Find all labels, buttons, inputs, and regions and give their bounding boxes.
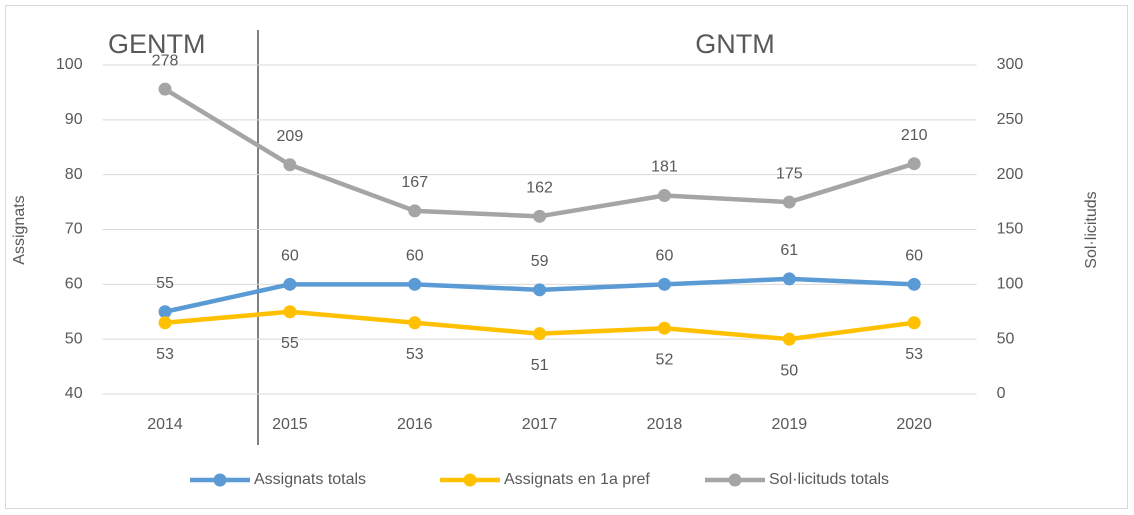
data-label: 52 (656, 351, 674, 368)
data-label: 61 (780, 242, 798, 259)
y2-tick-label: 0 (997, 385, 1006, 402)
data-point (533, 209, 547, 223)
x-tick-label: 2015 (272, 416, 308, 433)
data-label: 60 (406, 248, 424, 265)
data-label: 50 (780, 362, 798, 379)
data-label: 209 (277, 128, 304, 145)
data-label: 162 (526, 180, 553, 197)
y-tick-label: 90 (65, 111, 83, 128)
data-point (782, 195, 796, 209)
x-tick-label: 2016 (397, 416, 433, 433)
data-point (283, 158, 297, 172)
y2-tick-label: 250 (997, 111, 1024, 128)
data-point (907, 277, 921, 291)
data-label: 55 (281, 335, 299, 352)
x-tick-label: 2019 (772, 416, 808, 433)
data-label: 53 (156, 346, 174, 363)
data-label: 53 (406, 346, 424, 363)
y2-tick-label: 300 (997, 56, 1024, 73)
x-tick-label: 2020 (896, 416, 932, 433)
data-point (158, 305, 172, 319)
data-point (533, 283, 547, 297)
data-point (158, 316, 172, 330)
data-label: 167 (401, 174, 428, 191)
data-point (782, 332, 796, 346)
y-tick-label: 50 (65, 330, 83, 347)
annotation: GNTM (695, 29, 774, 59)
y2-tick-label: 50 (997, 330, 1015, 347)
data-point (408, 277, 422, 291)
data-label: 60 (281, 248, 299, 265)
y-axis-label: Assignats (11, 195, 28, 264)
legend-label: Assignats totals (254, 471, 366, 488)
data-label: 60 (656, 248, 674, 265)
y-tick-label: 70 (65, 221, 83, 238)
x-tick-label: 2014 (147, 416, 183, 433)
data-point (657, 321, 671, 335)
data-point (408, 316, 422, 330)
data-point (657, 189, 671, 203)
data-label: 278 (152, 52, 179, 69)
y-tick-label: 60 (65, 276, 83, 293)
data-point (533, 327, 547, 341)
data-label: 53 (905, 346, 923, 363)
legend-marker (463, 473, 477, 487)
y-tick-label: 80 (65, 166, 83, 183)
y2-tick-label: 200 (997, 166, 1024, 183)
legend-label: Assignats en 1a pref (504, 471, 650, 488)
y2-axis-label: Sol·licituds (1083, 191, 1100, 268)
data-label: 175 (776, 165, 803, 182)
x-tick-label: 2017 (522, 416, 558, 433)
data-point (907, 316, 921, 330)
y2-tick-label: 100 (997, 276, 1024, 293)
data-point (657, 277, 671, 291)
legend-marker (728, 473, 742, 487)
data-label: 181 (651, 159, 678, 176)
legend-label: Sol·licituds totals (769, 471, 889, 488)
data-point (283, 277, 297, 291)
data-point (907, 157, 921, 171)
data-label: 59 (531, 253, 549, 270)
data-point (283, 305, 297, 319)
y-tick-label: 40 (65, 385, 83, 402)
legend-marker (213, 473, 227, 487)
y-tick-label: 100 (56, 56, 83, 73)
data-label: 55 (156, 275, 174, 292)
data-point (782, 272, 796, 286)
chart-border (5, 5, 1128, 509)
data-label: 51 (531, 357, 549, 374)
data-point (408, 204, 422, 218)
annotation: GENTM (108, 29, 206, 59)
data-label: 210 (901, 127, 928, 144)
x-tick-label: 2018 (647, 416, 683, 433)
data-point (158, 82, 172, 96)
y2-tick-label: 150 (997, 221, 1024, 238)
data-label: 60 (905, 248, 923, 265)
